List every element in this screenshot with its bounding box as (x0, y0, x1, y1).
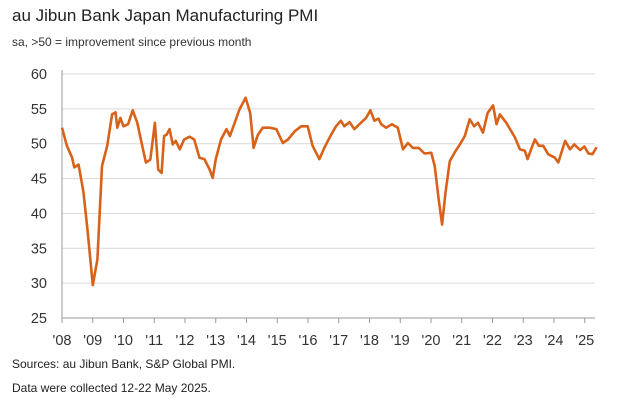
y-tick-label: 25 (31, 311, 47, 327)
x-tick-label: '14 (237, 333, 256, 349)
x-tick-label: '18 (360, 333, 379, 349)
x-tick-label: '22 (483, 333, 502, 349)
y-tick-label: 50 (31, 137, 47, 153)
x-tick-label: '24 (545, 333, 564, 349)
chart-title: au Jibun Bank Japan Manufacturing PMI (12, 6, 319, 25)
x-tick-label: '15 (268, 333, 287, 349)
x-tick-label: '20 (422, 333, 441, 349)
x-tick-label: '25 (575, 333, 594, 349)
pmi-series-line (60, 96, 598, 287)
x-tick-label: '08 (53, 333, 72, 349)
sources-note: Sources: au Jibun Bank, S&P Global PMI. (12, 357, 236, 371)
x-tick-label: '11 (145, 333, 163, 349)
x-tick-label: '12 (176, 333, 195, 349)
y-tick-label: 30 (31, 276, 47, 292)
x-tick-label: '13 (206, 333, 225, 349)
x-tick-label: '19 (391, 333, 410, 349)
chart-subtitle: sa, >50 = improvement since previous mon… (12, 35, 252, 49)
y-tick-label: 55 (31, 102, 47, 118)
x-tick-label: '09 (83, 333, 102, 349)
data-collection-note: Data were collected 12-22 May 2025. (12, 381, 211, 395)
y-tick-label: 60 (31, 67, 47, 83)
x-tick-label: '17 (329, 333, 348, 349)
y-tick-label: 45 (31, 172, 47, 188)
x-tick-label: '21 (452, 333, 471, 349)
x-tick-label: '10 (114, 333, 133, 349)
y-tick-label: 35 (31, 241, 47, 257)
x-tick-label: '23 (514, 333, 533, 349)
x-tick-label: '16 (299, 333, 318, 349)
y-tick-label: 40 (31, 206, 47, 222)
